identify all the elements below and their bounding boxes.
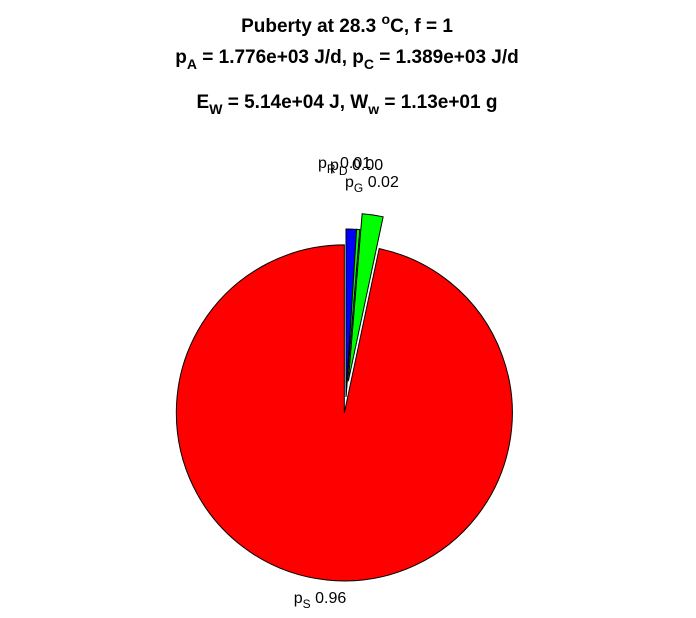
chart-title: Puberty at 28.3 oC, f = 1 pA = 1.776e+03 …: [175, 11, 519, 117]
pie-slice-p-g: [347, 213, 384, 382]
label-p-g: pG 0.02: [345, 174, 399, 195]
pie-slice-p-s: [175, 244, 513, 582]
title-line-3: EW = 5.14e+04 J, Ww = 1.13e+01 g: [197, 92, 498, 117]
title-line-2: pA = 1.776e+03 J/d, pC = 1.389e+03 J/d: [175, 47, 519, 72]
label-p-r: pR 0.01: [318, 155, 371, 176]
pie-slice-p-d: [345, 228, 361, 398]
label-p-s: pS 0.96: [294, 590, 347, 611]
title-line-1: Puberty at 28.3 oC, f = 1: [241, 11, 453, 37]
label-p-d: pD 0.00: [330, 157, 383, 178]
pie-slices: [175, 213, 513, 582]
